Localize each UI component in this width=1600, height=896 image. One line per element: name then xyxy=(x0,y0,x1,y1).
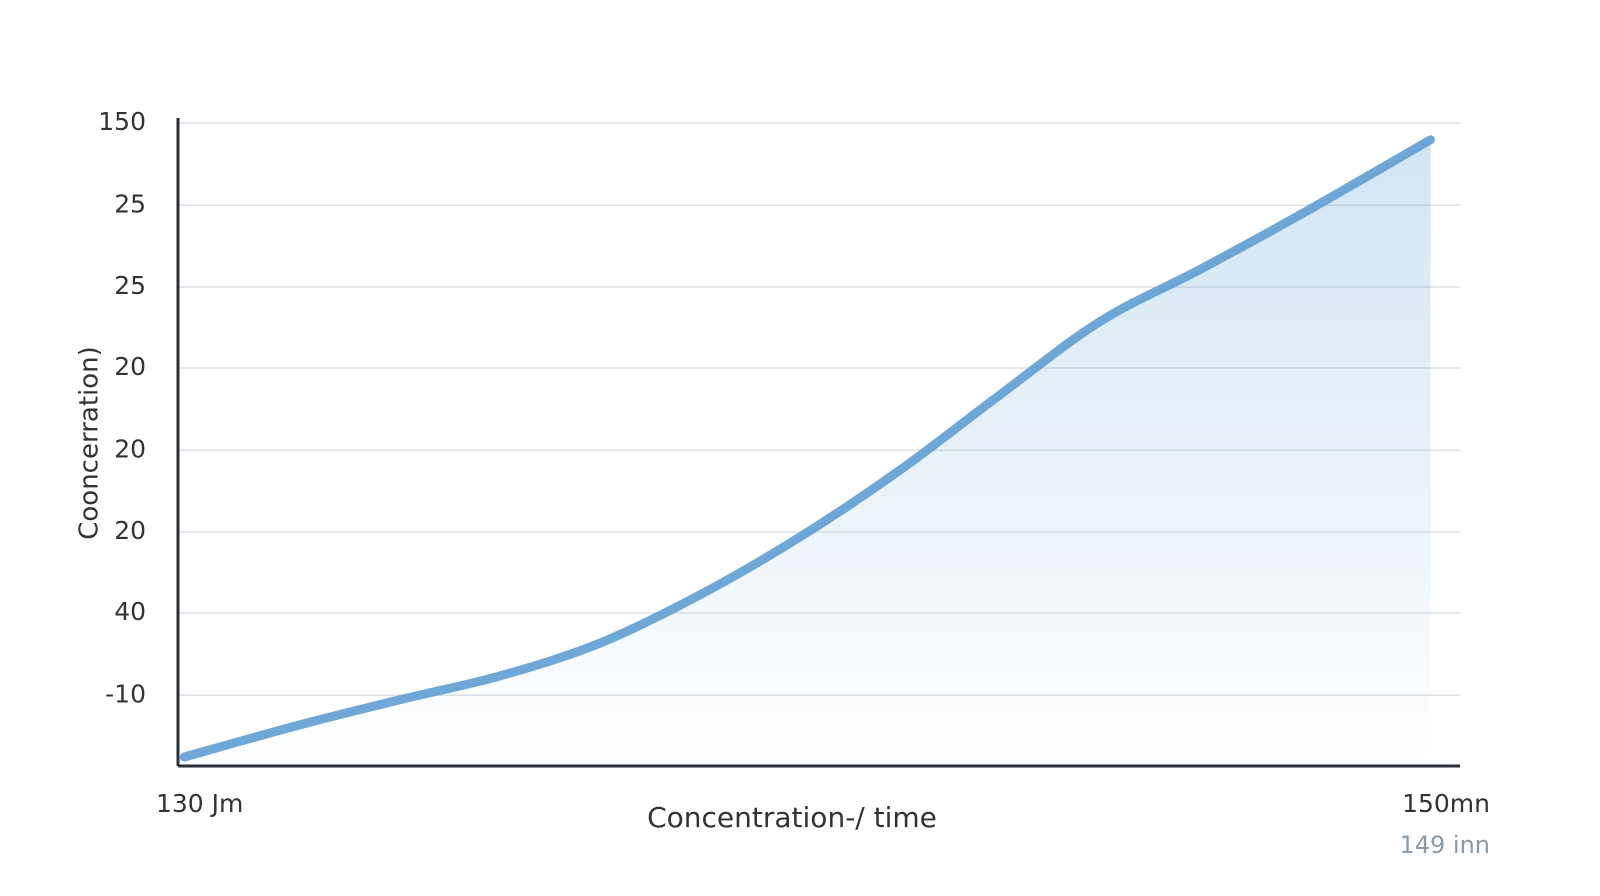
line xyxy=(179,135,1436,762)
y-axis-label: Cooncerration) xyxy=(75,346,105,540)
y-tick-label: -10 xyxy=(105,679,146,708)
x-tick-label: 130 Jm xyxy=(156,789,243,818)
y-tick-label: 40 xyxy=(114,597,146,626)
y-tick-label: 20 xyxy=(114,352,146,381)
x-tick-label: 150mn xyxy=(1402,789,1490,818)
note: 149 inn xyxy=(1399,831,1490,859)
y-tick-label: 150 xyxy=(98,107,146,136)
y-tick-label: 20 xyxy=(114,434,146,463)
x-axis-label: Concentration-/ time xyxy=(647,801,937,834)
y-tick-label: 25 xyxy=(114,189,146,218)
y-tick-label: 25 xyxy=(114,271,146,300)
area xyxy=(184,139,1431,766)
y-tick-label: 20 xyxy=(114,516,146,545)
